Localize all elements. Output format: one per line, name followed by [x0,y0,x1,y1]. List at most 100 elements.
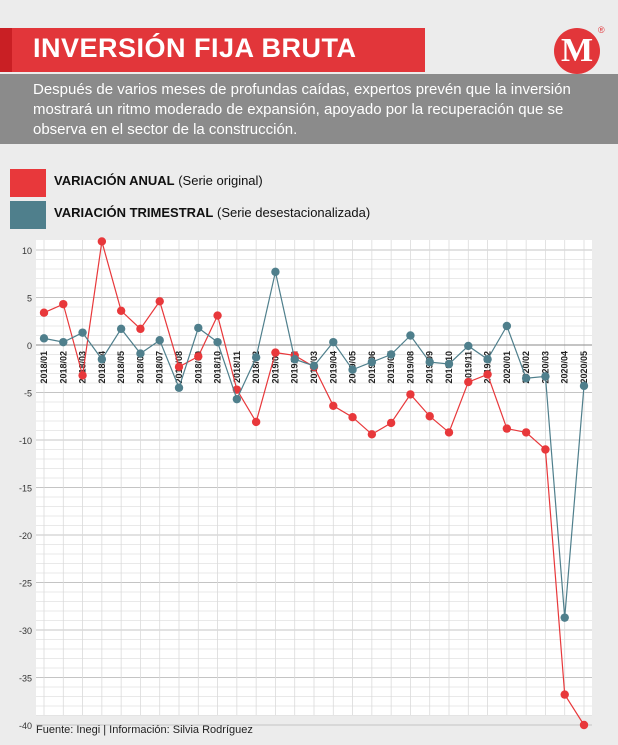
data-point-trimestral [232,394,242,404]
x-tick-label: 2019/08 [405,351,415,384]
data-point-anual [251,417,261,427]
data-point-trimestral [502,321,512,331]
data-point-anual [116,306,126,315]
x-tick-label: 2018/05 [116,351,126,384]
data-point-anual [329,401,338,410]
y-tick-label: -35 [19,674,32,684]
y-tick-label: -20 [19,531,32,541]
data-point-anual [367,430,377,439]
chart-title: INVERSIÓN FIJA BRUTA [33,33,357,63]
x-tick-label: 2018/12 [251,351,261,384]
data-point-trimestral [386,350,396,359]
data-point-anual [213,311,222,320]
milenio-logo: M [554,28,600,74]
data-point-anual [464,377,473,387]
x-tick-label: 2018/02 [58,351,68,384]
data-point-trimestral [290,355,299,364]
legend-label-anual: VARIACIÓN ANUAL (Serie original) [54,173,263,188]
data-point-anual [406,390,415,399]
data-point-anual [155,297,164,306]
y-tick-label: -10 [19,436,32,446]
data-point-trimestral [194,323,203,333]
data-point-anual [502,424,512,433]
data-point-anual [97,237,107,246]
data-point-trimestral [348,365,357,374]
y-tick-label: -5 [24,389,32,399]
data-point-anual [136,324,145,334]
data-point-anual [444,428,454,437]
x-tick-label: 2020/05 [579,351,589,384]
data-point-trimestral [78,328,87,337]
data-point-anual [425,412,434,421]
source-note: Fuente: Inegi | Información: Silvia Rodr… [36,724,253,736]
data-point-anual [194,352,203,361]
x-tick-label: 2019/12 [483,351,493,384]
data-point-trimestral [116,324,126,334]
data-point-trimestral [444,359,454,369]
x-tick-label: 2019/01 [270,351,280,384]
data-point-trimestral [406,331,415,340]
data-point-anual [579,720,589,730]
x-tick-label: 2018/01 [39,351,49,384]
x-tick-label: 2018/04 [97,351,107,384]
x-tick-label: 2019/07 [386,351,396,384]
y-tick-label: -15 [19,484,32,494]
data-point-trimestral [97,355,107,364]
x-tick-label: 2018/09 [193,351,203,384]
data-point-trimestral [174,383,184,392]
data-point-trimestral [329,337,338,347]
data-point-anual [174,362,184,372]
x-tick-label: 2018/03 [78,351,88,384]
y-tick-label: -25 [19,579,32,589]
x-tick-label: 2019/11 [463,351,473,383]
x-tick-label: 2019/06 [367,351,377,384]
legend-swatch-trimestral [10,201,46,229]
data-point-trimestral [251,353,261,362]
data-point-anual [541,445,550,454]
data-point-trimestral [483,355,492,364]
registered-mark: ® [598,25,605,35]
data-point-trimestral [579,381,589,391]
x-tick-label: 2019/04 [328,351,338,384]
x-tick-label: 2018/07 [155,351,165,384]
data-point-trimestral [521,374,531,383]
y-tick-label: -30 [19,626,32,636]
data-point-trimestral [425,357,434,367]
data-point-anual [483,370,492,379]
x-tick-label: 2020/03 [540,351,550,384]
data-point-anual [78,371,87,380]
data-point-trimestral [560,613,569,622]
data-point-anual [386,418,396,428]
y-tick-label: 5 [27,294,32,304]
data-point-trimestral [271,267,280,277]
data-point-trimestral [367,357,377,367]
data-point-trimestral [39,334,49,343]
data-point-trimestral [155,336,164,345]
data-point-trimestral [213,337,222,347]
x-tick-label: 2020/04 [560,351,570,384]
x-tick-label: 2018/06 [135,351,145,384]
data-point-anual [560,690,569,699]
legend-swatch-anual [10,169,46,197]
legend-label-trimestral: VARIACIÓN TRIMESTRAL (Serie desestaciona… [54,205,371,220]
x-tick-label: 2019/02 [290,351,300,384]
data-point-trimestral [541,372,550,381]
data-point-trimestral [464,341,473,351]
x-tick-label: 2019/09 [425,351,435,384]
x-tick-label: 2018/10 [213,351,223,384]
title-bar [0,28,425,72]
y-tick-label: 10 [22,246,32,256]
data-point-anual [348,413,357,422]
data-point-anual [39,308,49,317]
data-point-trimestral [59,337,68,347]
y-tick-label: 0 [27,341,32,351]
chart-subtitle: Después de varios meses de profundas caí… [33,81,571,138]
data-point-trimestral [309,361,319,371]
x-tick-label: 2018/11 [232,351,242,383]
data-point-trimestral [136,349,145,358]
subtitle-bar [0,74,618,144]
data-point-anual [59,299,68,309]
y-tick-label: -40 [19,721,32,731]
data-point-anual [271,348,280,357]
